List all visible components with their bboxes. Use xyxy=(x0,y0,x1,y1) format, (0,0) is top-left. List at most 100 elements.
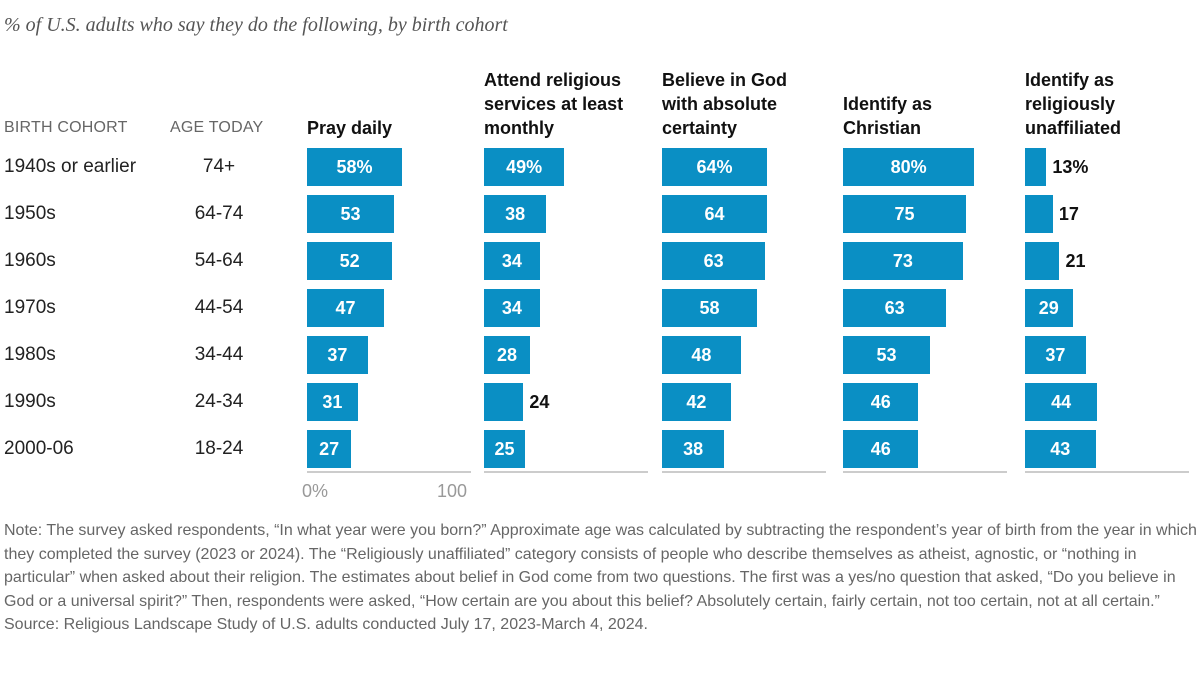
bar xyxy=(843,242,963,280)
bar xyxy=(1025,195,1053,233)
data-label: 53 xyxy=(340,204,361,224)
data-label: 43 xyxy=(1050,439,1071,459)
bar xyxy=(484,148,565,186)
data-label: 42 xyxy=(686,392,707,412)
bar xyxy=(307,336,368,374)
bar xyxy=(1025,242,1060,280)
bar xyxy=(662,195,767,233)
bar xyxy=(843,383,919,421)
data-label: 13% xyxy=(1052,157,1089,177)
row-label-age: 64-74 xyxy=(194,203,244,224)
data-label: 17 xyxy=(1058,204,1079,224)
panel-title: Pray daily xyxy=(307,118,393,138)
panel-header: Identify as Christian xyxy=(843,60,1018,140)
panel-header: Attend religious services at least month… xyxy=(484,60,659,140)
bar xyxy=(307,383,358,421)
data-label: 37 xyxy=(1045,345,1066,365)
row-label-cohort: 1960s xyxy=(4,250,56,271)
row-label-cohort: 1990s xyxy=(4,391,56,412)
data-label: 80% xyxy=(890,157,927,177)
data-label: 27 xyxy=(319,439,340,459)
data-label: 29 xyxy=(1038,298,1059,318)
bar xyxy=(662,148,767,186)
bar xyxy=(662,430,725,468)
axis-baseline xyxy=(1025,471,1189,473)
panel-header: Believe in God with absolute certainty xyxy=(662,60,837,140)
bar xyxy=(1025,289,1073,327)
bar xyxy=(662,336,741,374)
panel-title: Identify as Christian xyxy=(843,94,933,138)
data-label: 28 xyxy=(496,345,517,365)
data-label: 24 xyxy=(529,392,550,412)
row-label-cohort: 2000-06 xyxy=(4,438,74,459)
bar xyxy=(662,383,731,421)
bar xyxy=(1025,148,1047,186)
data-label: 21 xyxy=(1065,251,1086,271)
bar xyxy=(843,289,947,327)
bar xyxy=(484,195,547,233)
bar xyxy=(307,195,394,233)
row-label-age: 74+ xyxy=(202,156,236,177)
bar xyxy=(843,195,966,233)
bar xyxy=(307,289,385,327)
bar xyxy=(484,383,524,421)
data-label: 75 xyxy=(894,204,915,224)
row-label-cohort: 1950s xyxy=(4,203,56,224)
tick-label: 100 xyxy=(437,481,468,501)
row-label-age: 44-54 xyxy=(194,297,244,318)
data-label: 25 xyxy=(494,439,515,459)
data-label: 38 xyxy=(683,439,704,459)
data-label: 49% xyxy=(506,157,543,177)
birth-cohort-header: BIRTH COHORT xyxy=(4,119,128,136)
data-label: 37 xyxy=(327,345,348,365)
bar xyxy=(662,242,766,280)
data-label: 34 xyxy=(501,251,522,271)
data-label: 46 xyxy=(870,392,891,412)
age-today-header: AGE TODAY xyxy=(170,119,264,136)
note-text: Note: The survey asked respondents, “In … xyxy=(4,522,1197,610)
panel-header: Identify as religiously unaffiliated xyxy=(1025,60,1200,140)
bar xyxy=(1025,336,1086,374)
row-label-cohort: 1940s or earlier xyxy=(4,156,137,177)
axis-baseline xyxy=(662,471,826,473)
panel-title: Attend religious services at least month… xyxy=(484,70,624,138)
row-label-cohort: 1980s xyxy=(4,344,56,365)
bar xyxy=(307,148,403,186)
bar xyxy=(484,289,540,327)
bar xyxy=(307,430,352,468)
bar xyxy=(1025,383,1098,421)
bar xyxy=(484,430,525,468)
data-label: 63 xyxy=(703,251,724,271)
panel-title: Believe in God with absolute certainty xyxy=(662,70,788,138)
row-label-cohort: 1970s xyxy=(4,297,56,318)
data-label: 64 xyxy=(704,204,725,224)
chart-subtitle: % of U.S. adults who say they do the fol… xyxy=(4,14,508,36)
axis-baseline xyxy=(307,471,471,473)
data-label: 58% xyxy=(336,157,373,177)
axis-baseline xyxy=(843,471,1007,473)
data-label: 53 xyxy=(876,345,897,365)
panel-title: Identify as religiously unaffiliated xyxy=(1025,70,1122,138)
bar xyxy=(662,289,758,327)
row-label-age: 18-24 xyxy=(194,438,244,459)
data-label: 46 xyxy=(870,439,891,459)
bar xyxy=(307,242,393,280)
row-label-age: 54-64 xyxy=(194,250,244,271)
axis-baseline xyxy=(484,471,648,473)
tick-label: 0% xyxy=(302,481,329,501)
row-label-age: 24-34 xyxy=(194,391,244,412)
row-label-age: 34-44 xyxy=(194,344,244,365)
data-label: 38 xyxy=(505,204,526,224)
data-label: 47 xyxy=(335,298,356,318)
data-label: 48 xyxy=(691,345,712,365)
source-text: Source: Religious Landscape Study of U.S… xyxy=(4,616,648,633)
data-label: 63 xyxy=(884,298,905,318)
data-label: 73 xyxy=(892,251,913,271)
data-label: 64% xyxy=(696,157,733,177)
data-label: 58 xyxy=(699,298,720,318)
data-label: 34 xyxy=(501,298,522,318)
bar xyxy=(484,336,530,374)
note-block: Note: The survey asked respondents, “In … xyxy=(4,519,1199,637)
bar xyxy=(843,430,919,468)
